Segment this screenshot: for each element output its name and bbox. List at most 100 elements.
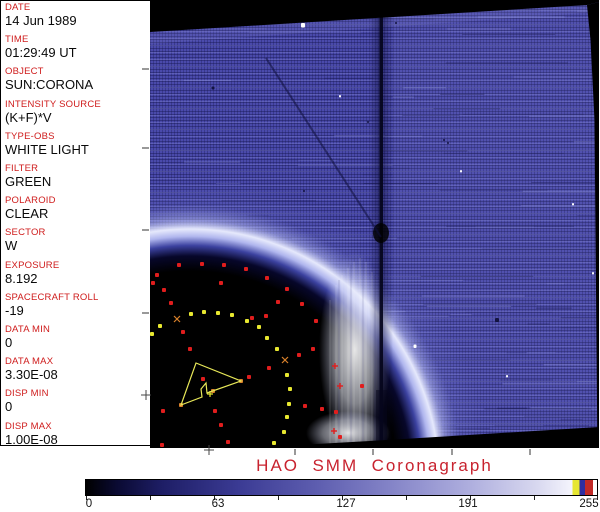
coronagraph-image-canvas	[150, 0, 599, 448]
field-label: DATA MIN	[5, 324, 51, 335]
colorbar-tick	[470, 496, 471, 500]
red-fiducial-dot	[188, 347, 192, 351]
field-label: POLAROID	[5, 195, 56, 207]
field-value: 8.192	[5, 270, 38, 286]
dust-speck	[303, 190, 305, 192]
colorbar-label: 127	[336, 498, 356, 510]
field-label: INTENSITY SOURCE	[5, 98, 101, 110]
red-fiducial-dot	[265, 276, 269, 280]
disk-edge-glow-bottom	[306, 411, 390, 448]
red-fiducial-dot	[276, 300, 280, 304]
red-fiducial-dot	[219, 423, 223, 427]
field-label: DATE	[5, 2, 31, 13]
colorbar-tick	[406, 496, 407, 500]
yellow-fiducial-dot	[282, 430, 286, 434]
field-label: SPACECRAFT ROLL	[5, 291, 99, 303]
red-fiducial-dot	[247, 375, 251, 379]
yellow-fiducial-dot	[245, 319, 249, 323]
field-value: 14 Jun 1989	[5, 13, 77, 28]
yellow-fiducial-dot	[189, 312, 193, 316]
yellow-fiducial-dot	[272, 441, 276, 445]
image-title: HAO SMM Coronagraph	[256, 456, 493, 475]
metadata-field-object: OBJECT SUN:CORONA	[5, 67, 149, 93]
colorbar-label: 191	[458, 498, 478, 510]
red-fiducial-dot	[264, 314, 268, 318]
dust-speck	[367, 121, 369, 123]
red-fiducial-dot	[300, 302, 304, 306]
star-speck	[572, 203, 574, 206]
yellow-fiducial-dot	[150, 332, 154, 336]
star-speck	[413, 344, 417, 348]
field-value: (K+F)*V	[5, 109, 52, 125]
metadata-field-date: DATE 14 Jun 1989	[5, 2, 149, 28]
right-black-wedge	[587, 2, 599, 448]
field-label: DISP MAX	[5, 420, 52, 432]
bottom-black-wedge	[246, 427, 599, 448]
red-fiducial-dot	[213, 409, 217, 413]
yellow-fiducial-dot	[285, 373, 289, 377]
field-value: SUN:CORONA	[5, 77, 94, 93]
red-fiducial-dot	[250, 316, 254, 320]
red-fiducial-dot	[285, 287, 289, 291]
metadata-field-type-obs: TYPE-OBS WHITE LIGHT	[5, 131, 149, 157]
occulter-disk	[150, 178, 489, 448]
pylon-junction-blob	[373, 223, 389, 243]
red-fiducial-dot	[334, 410, 338, 414]
metadata-field-sector: SECTOR W	[5, 228, 149, 254]
field-value: -19	[5, 302, 24, 318]
yellow-outline-polygon	[179, 362, 243, 407]
field-value: 3.30E-08	[5, 367, 58, 383]
red-fiducial-dot	[303, 404, 307, 408]
red-fiducial-dot	[314, 319, 318, 323]
metadata-field-polaroid: POLAROID CLEAR	[5, 195, 149, 221]
red-fiducial-dot	[226, 440, 230, 444]
colorbar-tick	[86, 496, 87, 500]
colorbar	[85, 479, 598, 496]
yellow-fiducial-dot	[216, 311, 220, 315]
top-black-wedge	[150, 0, 599, 32]
metadata-field-exposure: EXPOSURE 8.192	[5, 259, 149, 286]
metadata-field-disp-min: DISP MIN 0	[5, 388, 149, 414]
field-label: TIME	[5, 34, 29, 46]
red-fiducial-dot	[338, 435, 342, 439]
red-fiducial-dot	[169, 301, 173, 305]
dust-speck	[447, 142, 449, 144]
yellow-fiducial-dot	[287, 402, 291, 406]
coronagraph-frame	[150, 0, 599, 448]
yellow-fiducial-dot	[257, 325, 261, 329]
star-speck	[592, 272, 594, 275]
red-fiducial-dot	[200, 262, 204, 266]
metadata-field-data-min: DATA MIN 0	[5, 324, 149, 350]
metadata-field-filter: FILTER GREEN	[5, 164, 149, 189]
colorbar-tick	[597, 496, 598, 500]
colorbar-label: 63	[211, 498, 225, 510]
dust-speck	[443, 139, 445, 141]
yellow-fiducial-dot	[158, 324, 162, 328]
field-value: W	[5, 238, 18, 254]
field-value: 1.00E-08	[5, 431, 58, 447]
yellow-fiducial-dot	[275, 347, 279, 351]
field-label: DISP MIN	[5, 388, 49, 400]
red-fiducial-dot	[151, 281, 155, 285]
colorbar-tick	[150, 496, 151, 500]
red-fiducial-dot	[161, 409, 165, 413]
metadata-field-data-max: DATA MAX 3.30E-08	[5, 356, 149, 383]
red-fiducial-dot	[222, 263, 226, 267]
field-value: 01:29:49 UT	[5, 45, 77, 61]
red-fiducial-dot	[267, 366, 271, 370]
red-fiducial-dot	[162, 288, 166, 292]
metadata-sidebar: DATE 14 Jun 1989 TIME 01:29:49 UT OBJECT SUN:…	[0, 0, 150, 446]
field-value: WHITE LIGHT	[5, 141, 89, 157]
red-fiducial-dot	[219, 281, 223, 285]
field-label: EXPOSURE	[5, 259, 60, 271]
field-label: DATA MAX	[5, 356, 54, 368]
fiducial-overlay	[150, 22, 594, 447]
field-value: 0	[5, 335, 13, 350]
star-speck	[301, 23, 305, 28]
yellow-fiducial-dot	[265, 336, 269, 340]
pylon-bottom-shadow	[376, 390, 387, 448]
metadata-field-spacecraft-roll: SPACECRAFT ROLL -19	[5, 291, 149, 318]
dust-speck	[495, 318, 499, 322]
red-fiducial-dot	[181, 330, 185, 334]
